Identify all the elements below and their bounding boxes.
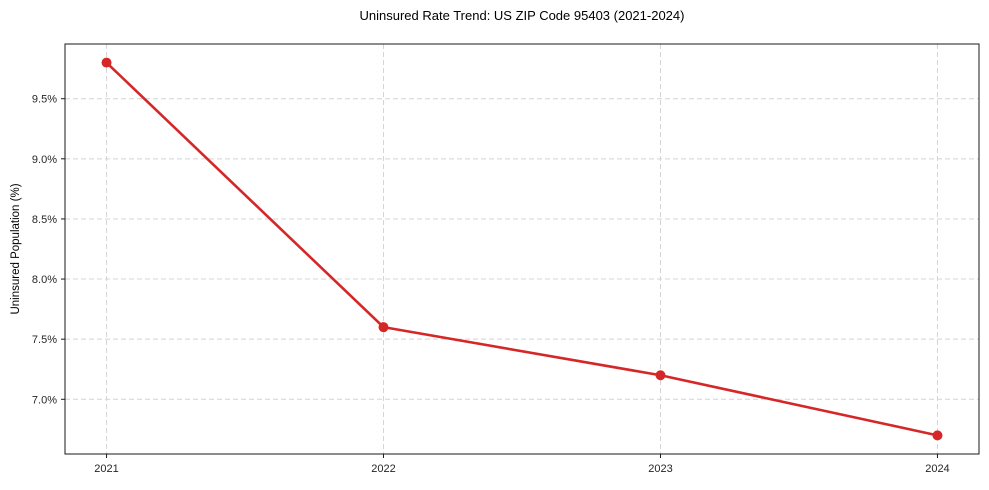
trend-line [105, 61, 939, 437]
data-point-marker [932, 430, 943, 441]
x-tick-label: 2021 [94, 463, 118, 475]
x-tick-label: 2023 [648, 463, 672, 475]
y-tick-label: 7.5% [32, 334, 57, 346]
chart-title: Uninsured Rate Trend: US ZIP Code 95403 … [359, 8, 685, 23]
x-tick-label: 2024 [925, 463, 949, 475]
data-point-marker [378, 322, 389, 333]
y-tick-label: 9.0% [32, 154, 57, 166]
y-tick-label: 9.5% [32, 94, 57, 106]
y-tick-label: 8.0% [32, 274, 57, 286]
y-tick-label: 8.5% [32, 214, 57, 226]
y-tick-label: 7.0% [32, 394, 57, 406]
data-point-marker [101, 57, 112, 68]
data-point-marker [655, 370, 666, 381]
x-tick-label: 2022 [371, 463, 395, 475]
plot-border [64, 43, 980, 455]
axes-background [65, 44, 979, 454]
